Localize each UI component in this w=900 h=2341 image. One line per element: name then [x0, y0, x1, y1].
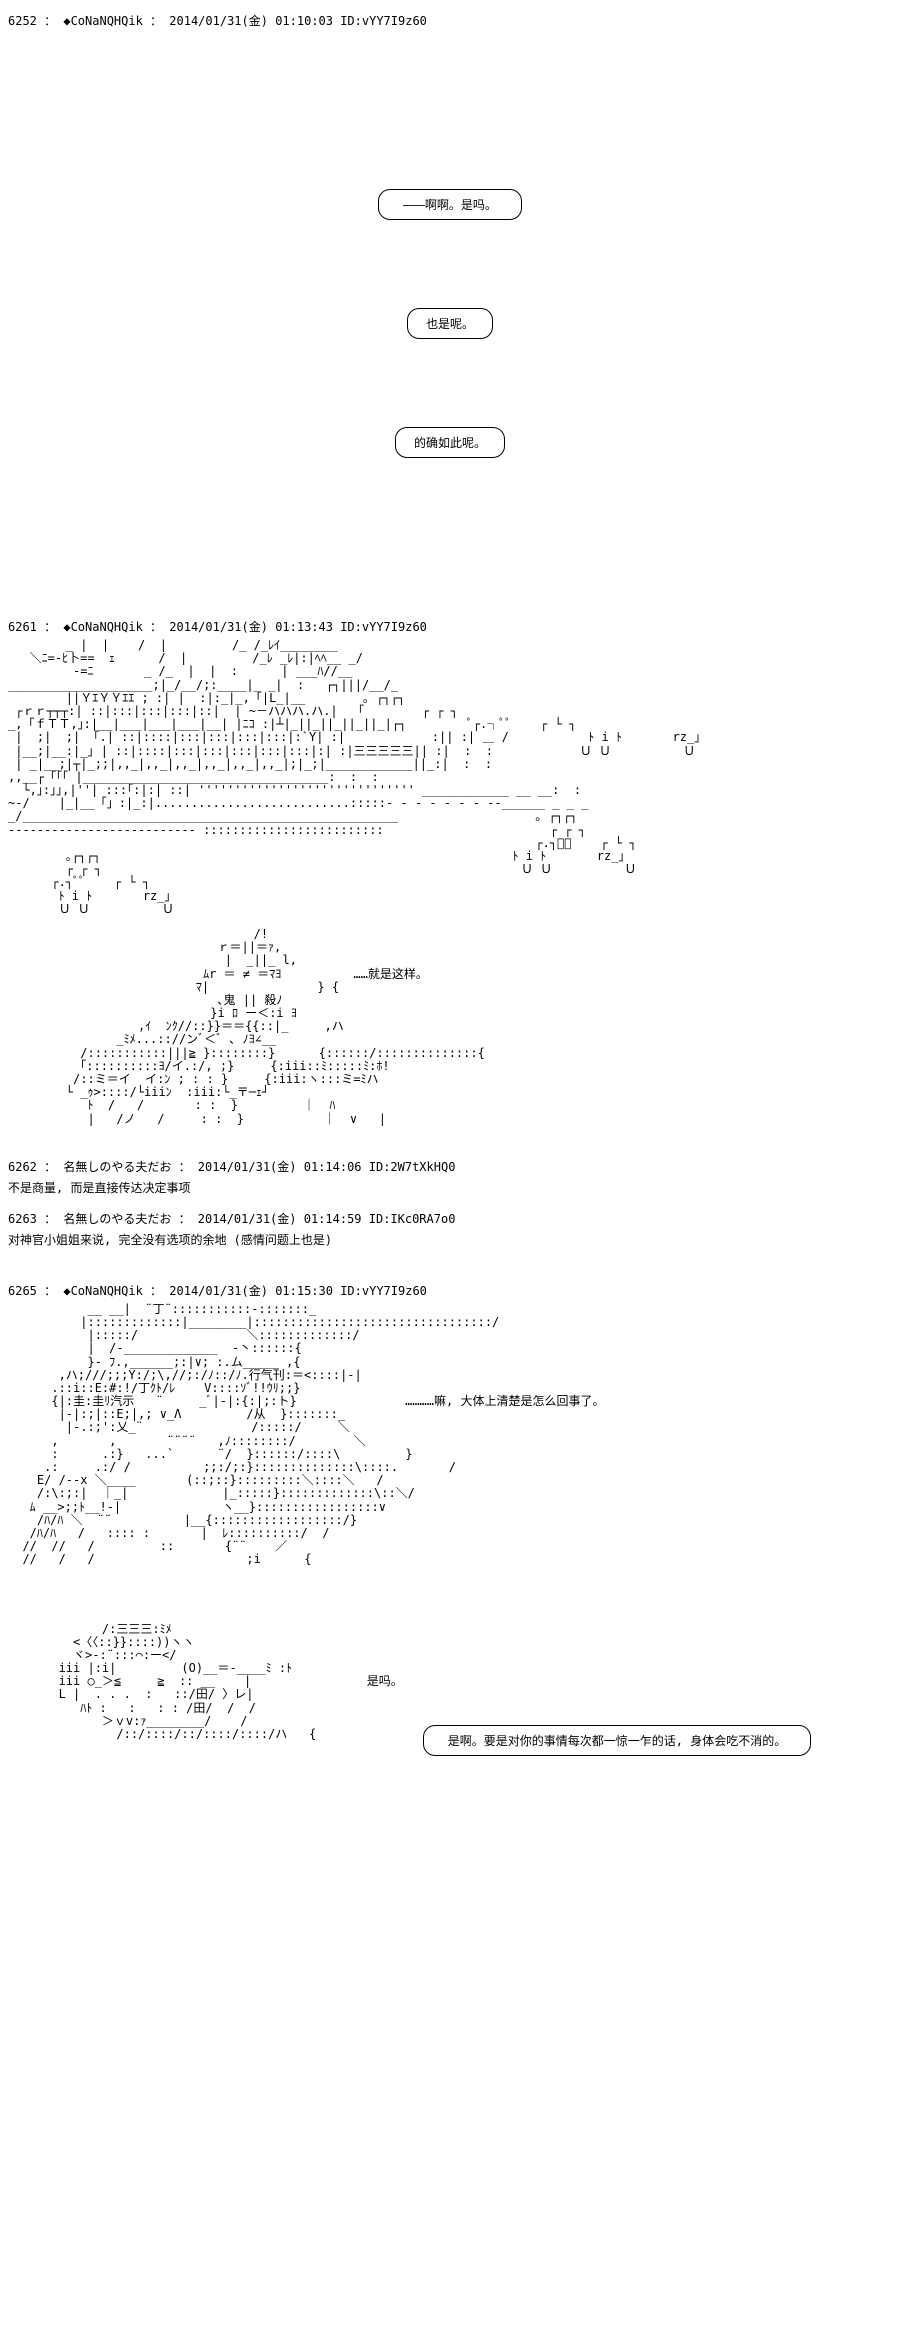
post-header: 6265 ： ◆CoNaNQHQik ： 2014/01/31(金) 01:15…: [8, 1282, 892, 1299]
post-body: 不是商量, 而是直接传达决定事项: [8, 1179, 892, 1196]
post-header: 6252 ： ◆CoNaNQHQik ： 2014/01/31(金) 01:10…: [8, 12, 892, 29]
ascii-art-head: /:三三三:ﾐﾒ <〈〈::}}::::))ヽヽ ヾ>-:¨:::⌒:ー</ i…: [8, 1623, 403, 1742]
post: 6263 ： 名無しのやる夫だお ： 2014/01/31(金) 01:14:5…: [8, 1210, 892, 1248]
dialogue-bubble-group: ———啊啊。是吗。: [8, 183, 892, 226]
post-header: 6261 ： ◆CoNaNQHQik ： 2014/01/31(金) 01:13…: [8, 618, 892, 635]
ascii-art-figure: /! ｒ＝||＝ｧ, | _||_ l, ﾑr ＝ ≠ ＝ﾏﾖ ……就是这样。 …: [8, 928, 892, 1126]
speech-bubble: 也是呢。: [407, 308, 493, 339]
speech-bubble: 的确如此呢。: [395, 427, 505, 458]
speech-bubble: ———啊啊。是吗。: [378, 189, 522, 220]
post: 6265 ： ◆CoNaNQHQik ： 2014/01/31(金) 01:15…: [8, 1282, 892, 1762]
post: 6252 ： ◆CoNaNQHQik ： 2014/01/31(金) 01:10…: [8, 12, 892, 614]
ascii-art-character: __ __| ¨丁¨:::::::::::-:::::::_ |::::::::…: [8, 1303, 892, 1567]
post: 6261 ： ◆CoNaNQHQik ： 2014/01/31(金) 01:13…: [8, 618, 892, 1154]
speech-bubble: 是啊。要是对你的事情每次都一惊一乍的话, 身体会吃不消的。: [423, 1725, 811, 1756]
post-header: 6263 ： 名無しのやる夫だお ： 2014/01/31(金) 01:14:5…: [8, 1210, 892, 1227]
dialogue-bubble-group: 也是呢。: [8, 302, 892, 345]
ascii-art-cityscape: _ | | / | /_ /_ﾚｲ________ ＼ﾆ=-ﾋ卜== ｪ / |…: [8, 639, 892, 916]
post-body: 对神官小姐姐来说, 完全没有选项的余地 (感情问题上也是): [8, 1231, 892, 1248]
post: 6262 ： 名無しのやる夫だお ： 2014/01/31(金) 01:14:0…: [8, 1158, 892, 1196]
post-header: 6262 ： 名無しのやる夫だお ： 2014/01/31(金) 01:14:0…: [8, 1158, 892, 1175]
dialogue-bubble-group: 的确如此呢。: [8, 421, 892, 464]
